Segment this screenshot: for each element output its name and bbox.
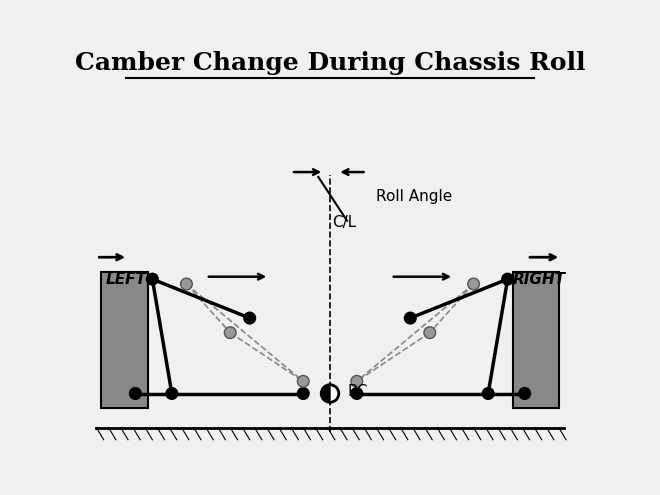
Circle shape bbox=[129, 388, 141, 399]
Text: RIGHT: RIGHT bbox=[513, 272, 566, 287]
Text: Camber Change During Chassis Roll: Camber Change During Chassis Roll bbox=[75, 50, 585, 75]
Circle shape bbox=[482, 388, 494, 399]
Circle shape bbox=[181, 278, 192, 290]
Text: RC: RC bbox=[347, 384, 368, 398]
Circle shape bbox=[502, 273, 513, 285]
Circle shape bbox=[468, 278, 479, 290]
Circle shape bbox=[405, 312, 416, 324]
Text: LEFT: LEFT bbox=[106, 272, 147, 287]
Circle shape bbox=[298, 376, 309, 387]
Bar bbox=[101, 272, 147, 408]
Text: C/L: C/L bbox=[333, 215, 356, 231]
Circle shape bbox=[321, 385, 339, 402]
Circle shape bbox=[351, 388, 362, 399]
Circle shape bbox=[519, 388, 531, 399]
Circle shape bbox=[147, 273, 158, 285]
Circle shape bbox=[244, 312, 255, 324]
Circle shape bbox=[424, 327, 436, 339]
Circle shape bbox=[298, 388, 309, 399]
Circle shape bbox=[166, 388, 178, 399]
Wedge shape bbox=[321, 385, 330, 402]
Circle shape bbox=[351, 376, 362, 387]
Text: Roll Angle: Roll Angle bbox=[376, 189, 453, 204]
Circle shape bbox=[224, 327, 236, 339]
Bar bbox=[513, 272, 559, 408]
